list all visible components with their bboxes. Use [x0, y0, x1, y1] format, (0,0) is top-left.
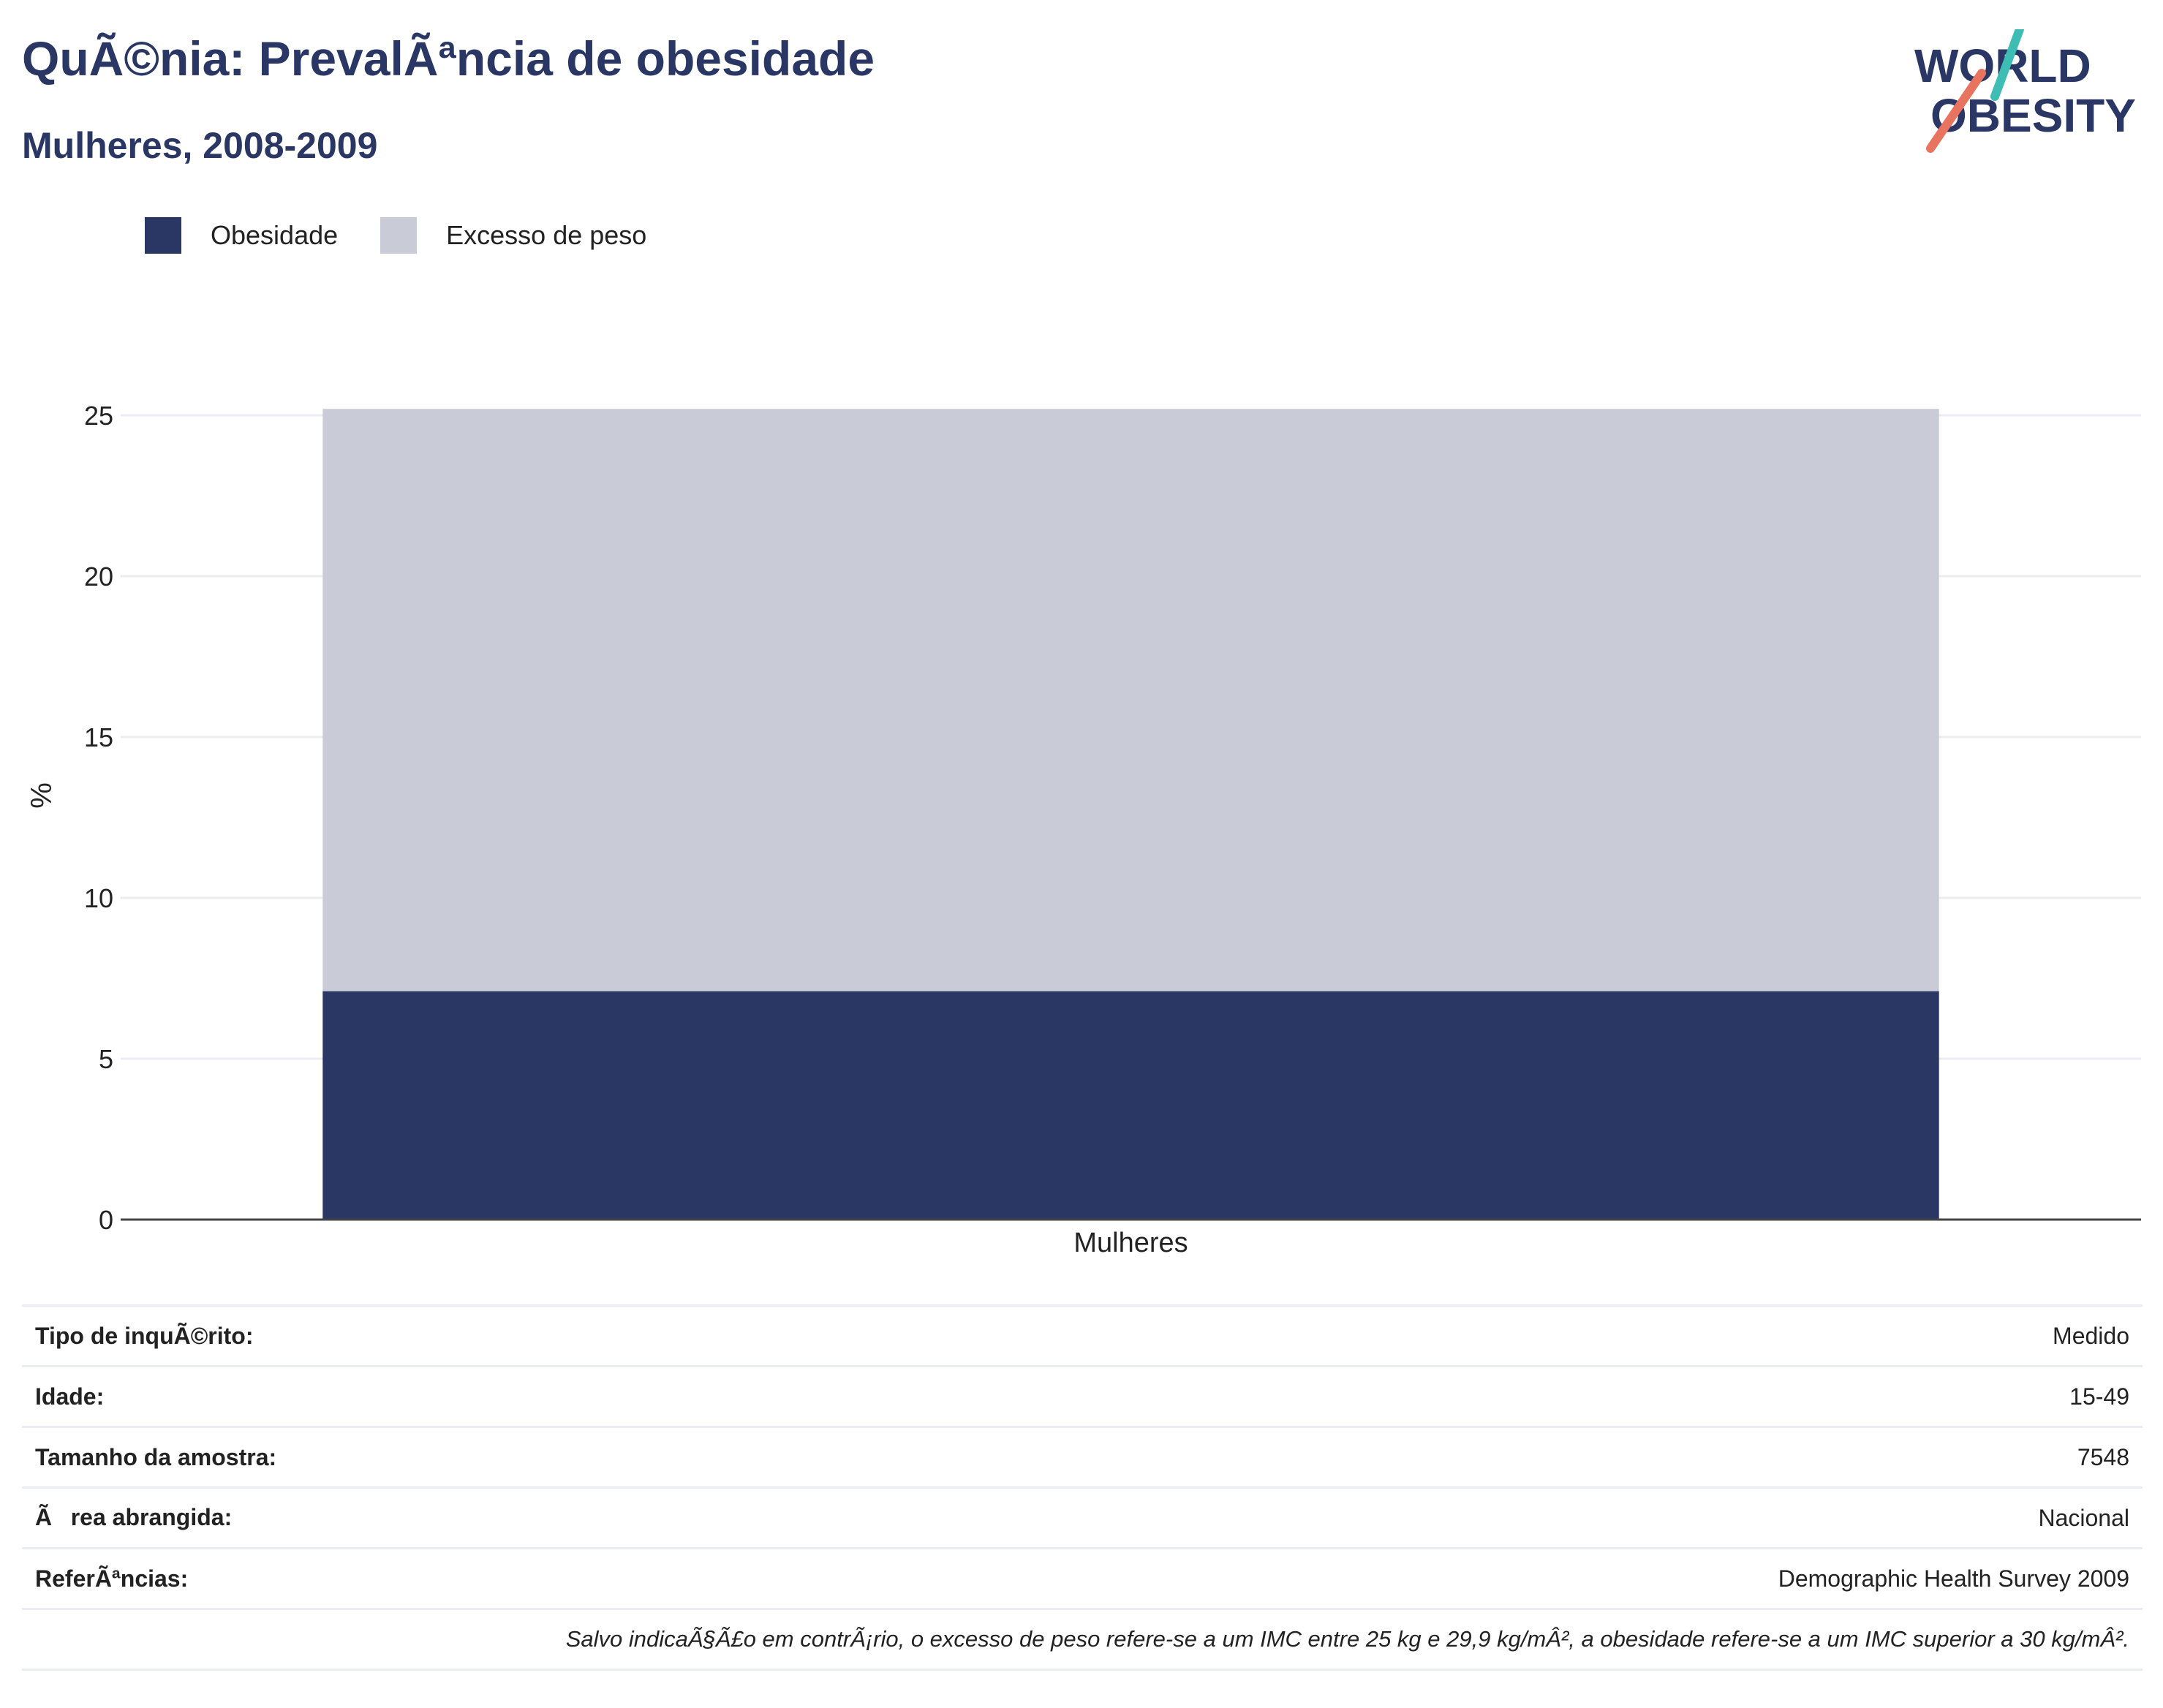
- info-label: Tipo de inquÃ©rito:: [22, 1304, 902, 1367]
- info-value: 15-49: [902, 1365, 2143, 1427]
- legend-swatch-obesity: [145, 217, 181, 254]
- y-tick-label: 5: [99, 1044, 113, 1074]
- info-label: Tamanho da amostra:: [22, 1426, 902, 1488]
- table-row: Tipo de inquÃ©rito: Medido: [22, 1304, 2143, 1367]
- chart-legend: Obesidade Excesso de peso: [145, 216, 689, 254]
- logo-slash-teal: [1990, 29, 2024, 101]
- legend-label-overweight: Excesso de peso: [446, 220, 647, 250]
- table-row-note: Salvo indicaÃ§Ã£o em contrÃ¡rio, o exces…: [22, 1608, 2143, 1671]
- info-label: Idade:: [22, 1365, 902, 1427]
- legend-item-overweight[interactable]: Excesso de peso: [380, 217, 646, 254]
- table-row: Tamanho da amostra: 7548: [22, 1426, 2143, 1488]
- y-tick-label: 20: [84, 562, 113, 592]
- table-row: Ãrea abrangida: Nacional: [22, 1486, 2143, 1549]
- page-subtitle: Mulheres, 2008-2009: [22, 125, 378, 166]
- bar-chart: 0 5 10 15 20 25% Mulheres: [26, 401, 2141, 1258]
- bar-obesity: [322, 991, 1939, 1220]
- survey-info-table: Tipo de inquÃ©rito: Medido Idade: 15-49 …: [22, 1304, 2143, 1671]
- definition-note: Salvo indicaÃ§Ã£o em contrÃ¡rio, o exces…: [22, 1608, 2143, 1671]
- info-label: ReferÃªncias:: [22, 1547, 902, 1609]
- info-label: Ãrea abrangida:: [22, 1486, 902, 1549]
- y-tick-label: 10: [84, 883, 113, 913]
- info-value: 7548: [902, 1426, 2143, 1488]
- info-value: Medido: [902, 1304, 2143, 1367]
- y-tick-label: 25: [84, 401, 113, 431]
- page-title: QuÃ©nia: PrevalÃªncia de obesidade: [22, 31, 875, 86]
- legend-item-obesity[interactable]: Obesidade: [145, 217, 338, 254]
- y-axis-label: %: [26, 782, 58, 809]
- legend-swatch-overweight: [380, 217, 418, 254]
- world-obesity-logo: WORLD OBESITY: [1914, 29, 2136, 153]
- y-tick-label: 15: [84, 722, 113, 752]
- bar-overweight: [322, 409, 1939, 991]
- info-value: Nacional: [902, 1486, 2143, 1549]
- logo-slash-coral: [1926, 69, 1986, 153]
- table-row: ReferÃªncias: Demographic Health Survey …: [22, 1547, 2143, 1609]
- x-tick-label: Mulheres: [1073, 1228, 1188, 1258]
- table-row: Idade: 15-49: [22, 1365, 2143, 1427]
- y-tick-label: 0: [99, 1205, 113, 1235]
- info-value: Demographic Health Survey 2009: [902, 1547, 2143, 1609]
- legend-label-obesity: Obesidade: [211, 220, 339, 250]
